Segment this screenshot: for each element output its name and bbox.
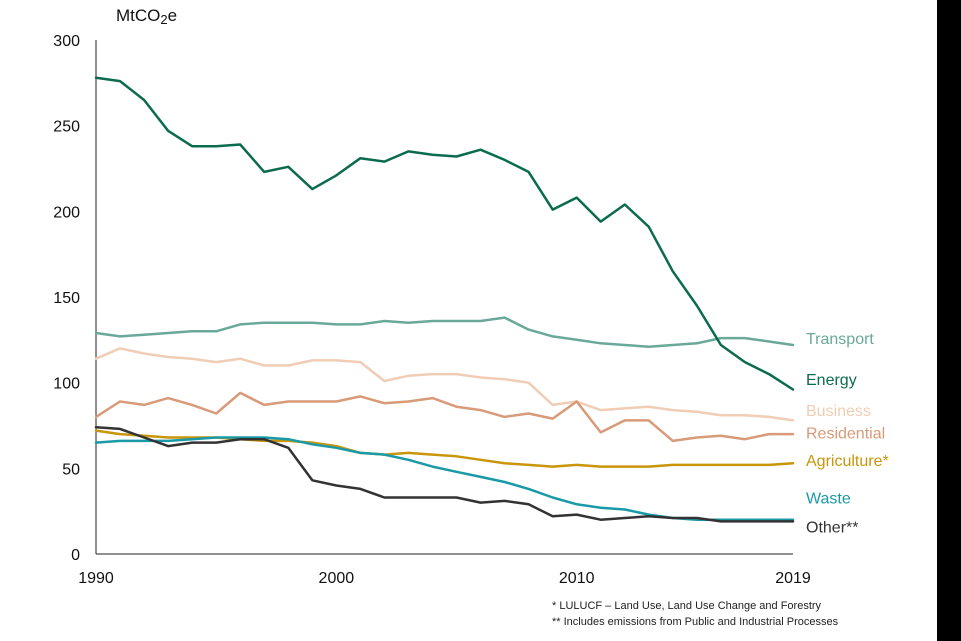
series-line-energy (94, 76, 795, 391)
y-tick-label: 200 (53, 204, 80, 221)
series-line-agriculture (94, 429, 795, 468)
footnote-other: ** Includes emissions from Public and In… (552, 616, 839, 628)
series-label-business: Business (806, 403, 871, 420)
series-label-residential: Residential (806, 425, 885, 442)
y-tick-label: 50 (62, 461, 80, 478)
series-label-energy: Energy (806, 372, 857, 389)
x-tick-label: 2000 (319, 570, 355, 587)
y-axis-unit-label: MtCO2e (116, 6, 178, 27)
y-tick-label: 100 (53, 376, 80, 393)
series-label-transport: Transport (806, 331, 874, 348)
y-tick-label: 250 (53, 119, 80, 136)
x-tick-label: 2010 (559, 570, 595, 587)
series-line-business (94, 347, 795, 422)
series-label-other: Other** (806, 520, 858, 537)
x-tick-label: 2019 (775, 570, 811, 587)
series-line-waste (94, 436, 795, 521)
y-tick-label: 150 (53, 290, 80, 307)
chart-canvas: MtCO2e 0 50 100 150 200 250 300 1990 2000 2010 201… (0, 0, 937, 641)
series-label-waste: Waste (806, 490, 851, 507)
x-tick-label: 1990 (78, 570, 114, 587)
series-line-transport (94, 316, 795, 348)
series-label-agriculture: Agriculture* (806, 453, 889, 470)
footnote-lulucf: * LULUCF – Land Use, Land Use Change and… (552, 600, 822, 612)
y-tick-label: 0 (71, 547, 80, 564)
y-tick-label: 300 (53, 33, 80, 50)
line-chart: 0 50 100 150 200 250 300 1990 2000 2010 2019 Transp… (53, 33, 889, 587)
series-line-other (94, 425, 795, 523)
series-line-residential (94, 391, 795, 443)
